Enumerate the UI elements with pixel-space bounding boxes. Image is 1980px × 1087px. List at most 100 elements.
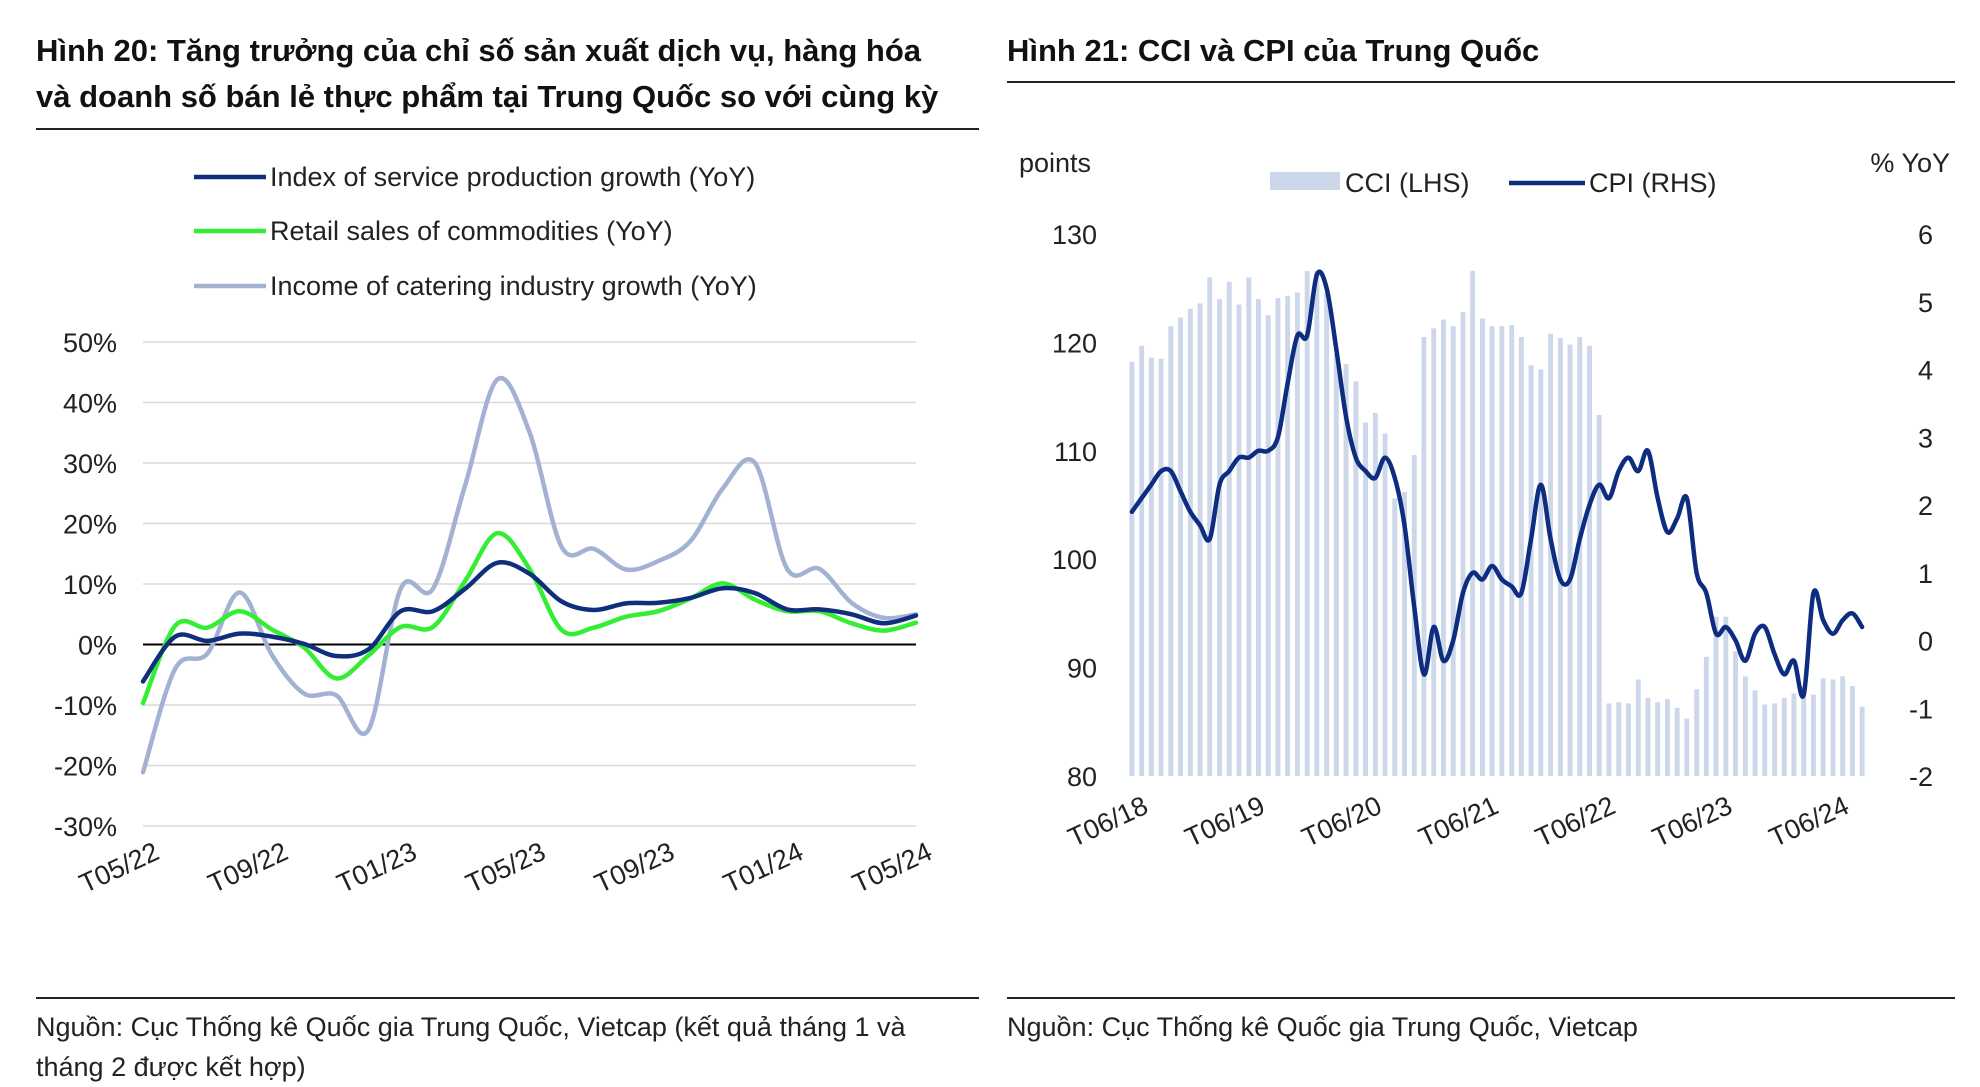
figure-21-chart: points % YoY 80 90 100 110 120 130 -2 -1 0 1 2 3 4 5 6 T0… xyxy=(1019,148,1950,853)
figure-20-title-line1: Hình 20: Tăng trưởng của chỉ số sản xuất… xyxy=(36,33,922,68)
cci-bar xyxy=(1587,345,1592,776)
cci-bar xyxy=(1285,295,1291,776)
figure-21-panel: Hình 21: CCI và CPI của Trung Quốc point… xyxy=(1007,0,1957,1082)
series-line-catering xyxy=(140,375,919,775)
cci-bar xyxy=(1518,337,1524,776)
cci-bar xyxy=(1333,354,1339,776)
cci-bar xyxy=(1353,381,1359,776)
legend-label: Retail sales of commodities (YoY) xyxy=(270,216,673,246)
right-y-tick-label: 0 xyxy=(1918,627,1933,657)
cci-bar xyxy=(1606,703,1612,776)
cci-bar xyxy=(1859,706,1865,776)
y-tick-label: -10% xyxy=(54,691,117,721)
cci-bar xyxy=(1139,345,1145,776)
cci-bar xyxy=(1791,693,1797,776)
x-tick-label: T06/19 xyxy=(1180,790,1269,853)
cci-bar xyxy=(1207,277,1213,776)
y-tick-label: -30% xyxy=(54,812,117,842)
cci-bar xyxy=(1236,304,1242,776)
cci-bar xyxy=(1431,328,1437,776)
cci-bar xyxy=(1811,694,1816,776)
cci-bar xyxy=(1801,686,1807,776)
cci-bar xyxy=(1187,308,1193,776)
figure-20-title-rule xyxy=(36,128,979,130)
cci-bar xyxy=(1723,616,1729,776)
cci-bar xyxy=(1850,686,1855,776)
y-tick-label: 10% xyxy=(63,570,117,600)
figure-21-title: Hình 21: CCI và CPI của Trung Quốc xyxy=(1007,33,1540,68)
left-y-tick-label: 120 xyxy=(1052,328,1097,358)
cci-bar xyxy=(1148,357,1154,776)
figure-21-source-rule xyxy=(1007,997,1955,999)
cci-bar xyxy=(1577,337,1583,776)
series-line-service xyxy=(140,560,919,684)
cci-bar xyxy=(1645,698,1651,776)
cci-bar xyxy=(1441,319,1446,776)
cci-bar xyxy=(1343,364,1349,776)
cci-bar xyxy=(1304,270,1310,776)
cci-bar xyxy=(1480,318,1485,776)
cci-bar xyxy=(1217,299,1222,776)
cci-bar xyxy=(1470,270,1476,776)
cci-bar xyxy=(1684,718,1690,776)
x-tick-label: T05/24 xyxy=(848,836,937,899)
figure-20-panel: Hình 20: Tăng trưởng của chỉ số sản xuất… xyxy=(36,0,981,1082)
y-tick-label: 50% xyxy=(63,328,117,358)
legend-label: Index of service production growth (YoY) xyxy=(270,162,755,192)
cci-bar xyxy=(1295,292,1300,776)
cci-bar xyxy=(1733,651,1738,776)
cci-bar xyxy=(1694,689,1700,776)
figure-20-title-line2: và doanh số bán lẻ thực phẩm tại Trung Q… xyxy=(36,79,939,114)
left-y-tick-label: 100 xyxy=(1052,545,1097,575)
cci-bar xyxy=(1402,492,1407,776)
cci-bar xyxy=(1178,317,1183,776)
figure-20-title: Hình 20: Tăng trưởng của chỉ số sản xuất… xyxy=(36,28,981,120)
figure-20-chart: -30% -20% -10% 0% 10% 20% 30% 40% 50% T05/22 T09/2… xyxy=(54,162,937,899)
cci-bar xyxy=(1626,703,1631,776)
y-tick-label: 20% xyxy=(63,510,117,540)
cci-bar xyxy=(1538,369,1544,776)
cci-bar xyxy=(1392,498,1398,776)
cci-bar xyxy=(1489,326,1495,776)
cci-bar xyxy=(1703,656,1709,776)
cci-bar xyxy=(1246,277,1252,776)
right-y-tick-label: 6 xyxy=(1918,220,1933,250)
x-tick-label: T06/20 xyxy=(1297,790,1386,853)
right-y-tick-label: 5 xyxy=(1918,288,1933,318)
cci-bar xyxy=(1713,616,1719,776)
cci-bar xyxy=(1499,326,1505,776)
cci-bar xyxy=(1509,325,1515,776)
cci-bar xyxy=(1557,338,1563,776)
x-tick-label: T06/18 xyxy=(1064,790,1153,853)
right-axis-title: % YoY xyxy=(1870,148,1950,178)
legend-swatch-cci xyxy=(1270,172,1340,190)
cci-bar xyxy=(1129,361,1135,776)
x-tick-label: T06/22 xyxy=(1531,790,1620,853)
cci-bar xyxy=(1197,303,1203,776)
cci-bar xyxy=(1567,344,1573,776)
figure-21-title-rule xyxy=(1007,81,1955,83)
left-y-tick-label: 80 xyxy=(1067,762,1097,792)
cci-bar xyxy=(1616,702,1622,776)
legend-label: Income of catering industry growth (YoY) xyxy=(270,271,757,301)
cci-bar xyxy=(1830,679,1836,776)
cci-bar xyxy=(1450,326,1456,776)
series-line-retail xyxy=(140,530,919,706)
figure-20-source-rule xyxy=(36,997,979,999)
cci-bar xyxy=(1742,676,1748,776)
cci-bar xyxy=(1460,312,1466,776)
cci-bar xyxy=(1596,415,1602,776)
x-tick-label: T06/21 xyxy=(1414,790,1503,853)
x-tick-label: T09/23 xyxy=(590,836,679,899)
x-tick-label: T05/22 xyxy=(75,836,164,899)
left-y-tick-label: 130 xyxy=(1052,220,1097,250)
y-tick-label: 40% xyxy=(63,389,117,419)
cci-bar xyxy=(1324,292,1330,776)
y-tick-label: 30% xyxy=(63,449,117,479)
cci-bar xyxy=(1635,679,1641,776)
cci-bar xyxy=(1256,299,1261,776)
cci-bar xyxy=(1372,412,1378,776)
right-y-tick-label: 1 xyxy=(1918,559,1933,589)
right-y-tick-label: 4 xyxy=(1918,356,1933,386)
cci-bar xyxy=(1226,281,1232,776)
